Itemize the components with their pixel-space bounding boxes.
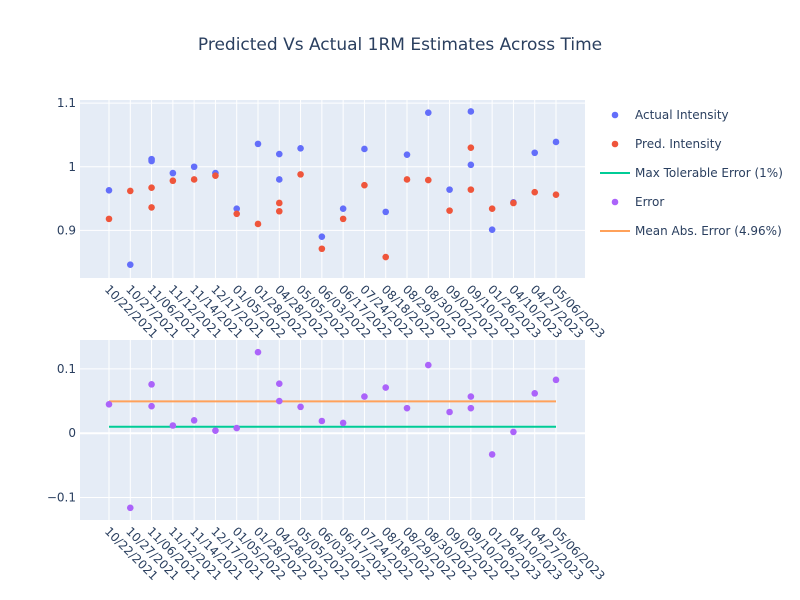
error-point — [233, 424, 241, 432]
error-point — [424, 361, 432, 369]
chart-title: Predicted Vs Actual 1RM Estimates Across… — [198, 35, 602, 55]
pred-intensity-point — [531, 188, 539, 196]
pred-intensity-point — [382, 253, 390, 261]
top-plot-area — [80, 100, 585, 278]
pred-intensity-point — [552, 191, 560, 199]
error-point — [297, 403, 304, 411]
bottom-plot-area — [80, 340, 585, 520]
pred-intensity-point — [275, 207, 283, 215]
error-point — [148, 381, 155, 388]
actual-intensity-point — [403, 151, 411, 158]
actual-intensity-point — [233, 205, 241, 213]
error-point — [488, 451, 496, 458]
y-tick-label: 0.1 — [57, 362, 76, 376]
actual-intensity-point — [126, 261, 134, 268]
error-point — [275, 397, 283, 405]
actual-intensity-point — [467, 108, 475, 115]
actual-intensity-point — [169, 169, 177, 177]
legend-label: Max Tolerable Error (1%) — [635, 166, 783, 180]
error-point — [361, 393, 368, 400]
error-point — [254, 348, 262, 356]
legend-mean-abs-error: Mean Abs. Error (4.96%) — [600, 224, 782, 238]
y-tick-label: 1.1 — [57, 96, 76, 110]
bottom-panel: −0.100.1 10/22/202110/27/202111/06/20211… — [47, 340, 608, 583]
actual-intensity-point — [275, 176, 283, 183]
error-point — [446, 408, 453, 416]
actual-intensity-point — [446, 186, 453, 193]
pred-intensity-point — [233, 210, 241, 218]
legend-marker — [611, 198, 619, 206]
actual-intensity-point — [531, 149, 539, 157]
pred-intensity-point — [254, 220, 262, 228]
pred-intensity-point — [339, 215, 347, 223]
error-point — [169, 422, 177, 429]
legend-marker — [611, 111, 619, 119]
pred-intensity-point — [148, 184, 155, 192]
error-point — [212, 427, 219, 434]
pred-intensity-point — [169, 177, 177, 185]
actual-intensity-point — [467, 161, 475, 169]
actual-intensity-point — [105, 186, 113, 194]
actual-intensity-point — [148, 157, 155, 165]
error-point — [552, 376, 560, 384]
pred-intensity-point — [488, 205, 496, 213]
pred-intensity-point — [297, 171, 304, 178]
actual-intensity-point — [275, 150, 283, 158]
legend-label: Pred. Intensity — [635, 137, 722, 151]
legend-max-tolerable-error: Max Tolerable Error (1%) — [600, 166, 783, 180]
y-tick-label: 0.9 — [57, 223, 76, 237]
error-point — [318, 417, 326, 425]
pred-intensity-point — [424, 176, 432, 184]
legend-label: Error — [635, 195, 664, 209]
pred-intensity-point — [105, 215, 113, 223]
pred-intensity-point — [318, 245, 326, 253]
actual-intensity-point — [190, 163, 198, 171]
y-tick-label: 1 — [68, 160, 76, 174]
actual-intensity-point — [339, 205, 347, 213]
y-tick-label: 0 — [68, 426, 76, 440]
error-point — [339, 419, 347, 427]
pred-intensity-point — [148, 204, 155, 211]
pred-intensity-point — [126, 187, 134, 195]
legend-marker — [611, 140, 619, 148]
pred-intensity-point — [467, 144, 475, 151]
actual-intensity-point — [318, 233, 326, 240]
pred-intensity-point — [275, 199, 283, 207]
error-point — [105, 400, 113, 408]
pred-intensity-point — [510, 199, 517, 207]
legend-label: Mean Abs. Error (4.96%) — [635, 224, 782, 238]
error-point — [531, 390, 539, 397]
error-point — [510, 428, 517, 436]
pred-intensity-point — [212, 172, 219, 179]
error-point — [467, 404, 475, 412]
pred-intensity-point — [467, 186, 475, 193]
pred-intensity-point — [403, 176, 411, 183]
error-point — [275, 380, 283, 388]
error-point — [190, 417, 198, 424]
actual-intensity-point — [254, 140, 262, 148]
error-point — [148, 402, 155, 410]
legend-actual-intensity: Actual Intensity — [611, 108, 729, 122]
error-point — [403, 404, 411, 412]
error-point — [467, 393, 475, 400]
legend-label: Actual Intensity — [635, 108, 729, 122]
actual-intensity-point — [382, 208, 390, 216]
actual-intensity-point — [552, 138, 560, 146]
legend: Actual Intensity Pred. Intensity Max Toler… — [600, 108, 783, 238]
legend-error: Error — [611, 195, 664, 209]
y-tick-label: −0.1 — [47, 491, 76, 505]
legend-pred-intensity: Pred. Intensity — [611, 137, 722, 151]
actual-intensity-point — [424, 109, 432, 117]
pred-intensity-point — [361, 181, 368, 189]
error-point — [382, 384, 390, 391]
pred-intensity-point — [190, 176, 198, 183]
actual-intensity-point — [488, 226, 496, 233]
top-panel: 0.911.1 10/22/202110/27/202111/06/202111… — [57, 96, 608, 341]
error-point — [126, 504, 134, 512]
actual-intensity-point — [361, 145, 368, 153]
actual-intensity-point — [297, 145, 304, 152]
pred-intensity-point — [446, 207, 453, 214]
